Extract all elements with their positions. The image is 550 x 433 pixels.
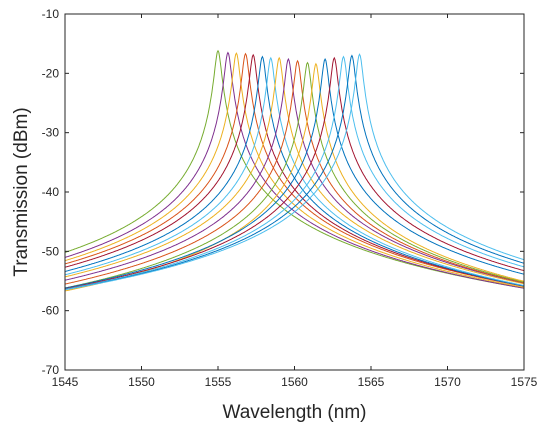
- y-tick-label: -50: [42, 244, 60, 258]
- y-tick-label: -70: [42, 363, 60, 377]
- y-tick-label: -20: [42, 66, 60, 80]
- plot-area: [65, 14, 524, 370]
- channel-trace-5: [64, 53, 525, 287]
- channel-trace-4: [64, 52, 525, 287]
- x-tick-label: 1565: [358, 375, 385, 389]
- x-tick-label: 1555: [205, 375, 232, 389]
- series-layer: [64, 49, 525, 292]
- x-axis-label: Wavelength (nm): [223, 402, 367, 423]
- channel-trace-17: [64, 53, 525, 291]
- channel-trace-16: [64, 54, 525, 290]
- channel-trace-14: [64, 56, 525, 290]
- channel-trace-15: [64, 55, 525, 290]
- channel-trace-10: [64, 59, 525, 285]
- x-tick-label: 1550: [128, 375, 155, 389]
- channel-trace-9: [64, 57, 525, 284]
- y-tick-label: -60: [42, 304, 60, 318]
- channel-trace-8: [64, 56, 525, 285]
- y-tick-label: -30: [42, 126, 60, 140]
- x-tick-label: 1560: [281, 375, 308, 389]
- y-axis-label: Transmission (dBm): [11, 107, 32, 276]
- y-tick-label: -10: [42, 7, 60, 21]
- y-tick-label: -40: [42, 185, 60, 199]
- ticks-layer: 1545 1550 1555 1560 1565 1570 1575 -70 -60 -50 -40…: [42, 7, 538, 389]
- channel-trace-3: [64, 52, 525, 288]
- x-tick-label: 1545: [52, 375, 79, 389]
- x-tick-label: 1570: [434, 375, 461, 389]
- x-tick-label: 1575: [511, 375, 538, 389]
- channel-trace-11: [64, 61, 525, 289]
- channel-trace-13: [64, 57, 525, 289]
